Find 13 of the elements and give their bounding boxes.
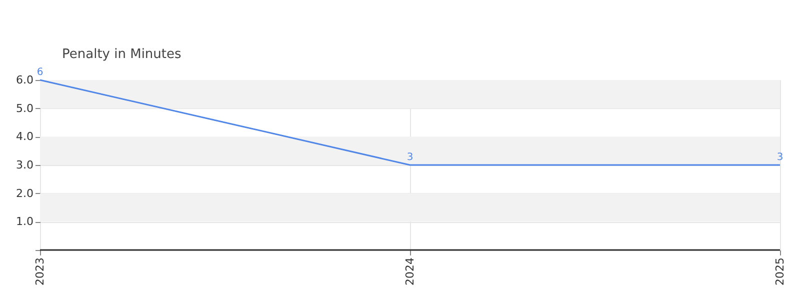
y-tick-label: 1.0 [16, 215, 34, 228]
x-tick-label: 2023 [34, 258, 46, 286]
data-label: 3 [406, 152, 414, 163]
data-label: 3 [776, 152, 784, 163]
y-tick-label: 5.0 [16, 102, 34, 115]
y-tick-label: 4.0 [16, 130, 34, 144]
x-tick-label: 2024 [404, 258, 416, 286]
x-tick-label: 2025 [774, 258, 786, 286]
chart-title: Penalty in Minutes [62, 47, 182, 62]
y-tick-label: 3.0 [16, 158, 34, 172]
y-tick-label: 6.0 [16, 74, 34, 86]
data-label: 6 [36, 67, 44, 78]
y-tick-label: 2.0 [16, 186, 34, 200]
